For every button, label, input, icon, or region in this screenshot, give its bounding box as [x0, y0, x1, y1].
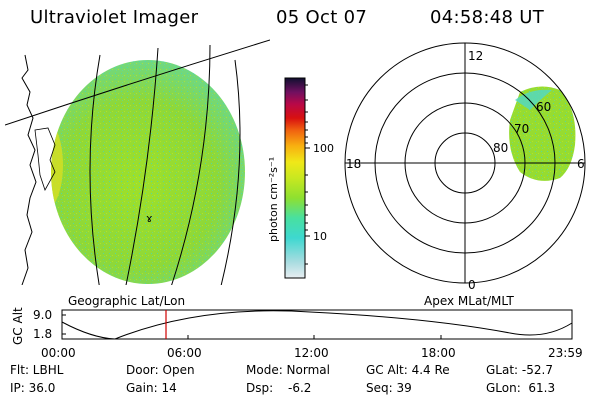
altitude-plot: 9.0 1.8 GC Alt [11, 307, 573, 345]
apex-label: Apex MLat/MLT [424, 294, 514, 308]
mlt-label-6: 6 [577, 157, 585, 171]
mlat-label-60: 60 [536, 100, 551, 114]
colorbar-label: photon cm⁻²s⁻¹ [267, 157, 280, 242]
mlt-label-12: 12 [468, 49, 483, 63]
colorbar: 100 10 photon cm⁻²s⁻¹ [267, 77, 334, 279]
time-tick-0000: 00:00 [41, 346, 76, 360]
mlat-label-80: 80 [493, 141, 508, 155]
alt-ytick-9: 9.0 [33, 308, 52, 322]
colorbar-tick-10: 10 [313, 230, 327, 243]
coastline [21, 54, 37, 285]
altitude-curve [61, 310, 573, 340]
status-filter: Flt: LBHL [10, 363, 64, 377]
alt-ytick-1.8: 1.8 [33, 327, 52, 341]
svg-text:ɤ: ɤ [146, 212, 153, 225]
time-tick-1200: 12:00 [294, 346, 329, 360]
status-seq: Seq: 39 [366, 381, 412, 395]
header-time: 04:58:48 UT [430, 7, 545, 28]
app-title: Ultraviolet Imager [30, 7, 199, 28]
mlt-label-18: 18 [346, 157, 361, 171]
mlt-label-0: 0 [468, 278, 476, 292]
status-dsp: Dsp: [246, 381, 274, 395]
header-date: 05 Oct 07 [276, 7, 368, 28]
status-glon: GLon: 61.3 [486, 381, 556, 395]
colorbar-tick-100: 100 [313, 142, 334, 155]
time-tick-2359: 23:59 [548, 346, 583, 360]
latlon-grid [5, 39, 270, 285]
status-gc-alt: GC Alt: 4.4 Re [366, 363, 450, 377]
status-door: Door: Open [126, 363, 195, 377]
status-dsp-value: -6.2 [288, 381, 312, 395]
time-tick-0600: 06:00 [167, 346, 202, 360]
geographic-label: Geographic Lat/Lon [68, 294, 186, 308]
status-gain: Gain: 14 [126, 381, 177, 395]
geographic-image: ɤ [5, 39, 270, 285]
status-ip: IP: 36.0 [10, 381, 56, 395]
status-mode: Mode: Normal [246, 363, 330, 377]
alt-ylabel: GC Alt [11, 307, 25, 345]
polar-plot: 12 18 6 0 60 70 80 [344, 42, 586, 292]
time-tick-1800: 18:00 [421, 346, 456, 360]
mlat-label-70: 70 [514, 122, 529, 136]
status-glat: GLat: -52.7 [486, 363, 553, 377]
